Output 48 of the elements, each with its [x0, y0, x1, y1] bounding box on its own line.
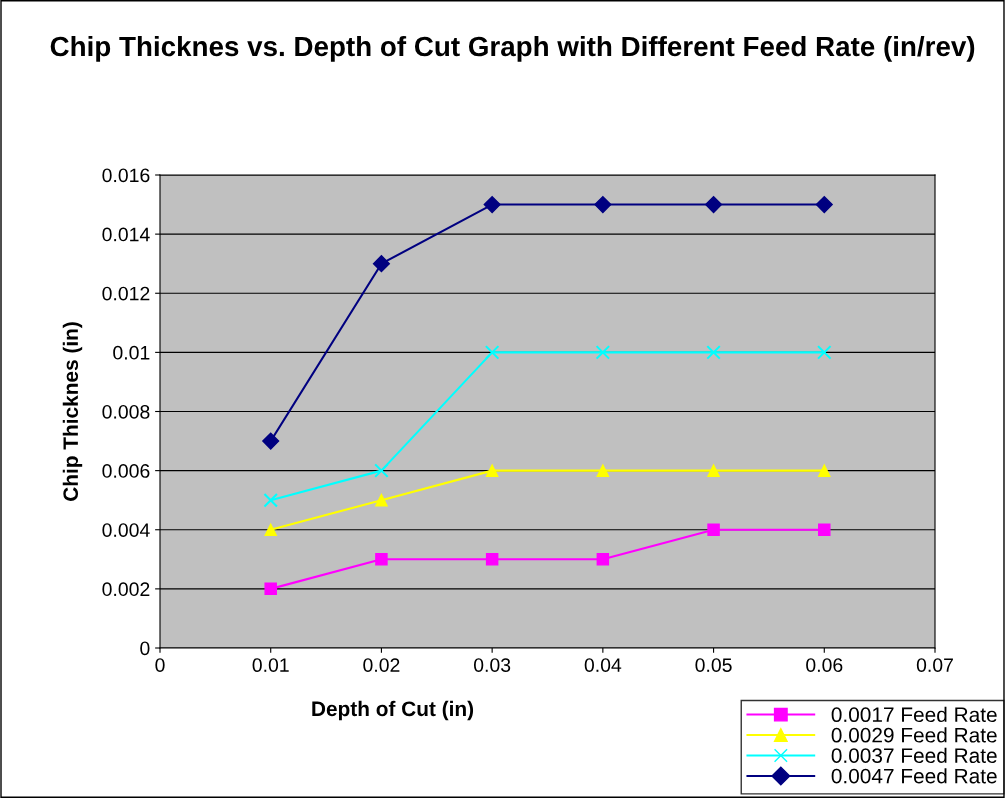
point	[264, 523, 277, 537]
point	[375, 553, 388, 566]
x-tick-label: 0.06	[806, 658, 843, 672]
legend-label: 0.0029 Feed Rate	[831, 727, 997, 743]
chart-title: Chip Thicknes vs. Depth of Cut Graph with Different Feed Rate (in/rev)	[50, 35, 975, 62]
x-tick-label: 0.01	[252, 658, 289, 672]
point	[485, 464, 499, 477]
x-tick-label: 0	[155, 658, 165, 672]
point	[483, 196, 501, 214]
point	[262, 432, 280, 450]
y-axis-title: Chip Thicknes (in)	[62, 322, 83, 501]
y-tick-label: 0.016	[102, 168, 150, 183]
point	[484, 345, 500, 360]
point	[372, 255, 390, 273]
x-tick-label: 0.02	[363, 658, 400, 672]
legend-label: 0.0037 Feed Rate	[831, 747, 997, 763]
point	[485, 553, 499, 566]
point	[596, 464, 610, 477]
x-tick-label: 0.07	[916, 658, 953, 672]
y-tick-label: 0	[140, 641, 150, 656]
point	[817, 345, 832, 360]
x-tick-label: 0.03	[473, 658, 511, 672]
point	[595, 345, 611, 360]
x-axis-title: Depth of Cut (in)	[312, 700, 474, 721]
y-tick-label: 0.01	[113, 345, 150, 360]
x-tick-label: 0.05	[695, 658, 732, 672]
point	[818, 464, 831, 477]
legend-label: 0.0017 Feed Rate	[831, 706, 997, 723]
y-tick-label: 0.008	[102, 404, 150, 419]
point	[264, 582, 277, 596]
y-tick-label: 0.012	[102, 286, 150, 301]
x-tick-label: 0.04	[584, 658, 622, 672]
point	[375, 493, 388, 507]
point	[263, 492, 278, 508]
y-tick-label: 0.002	[102, 582, 150, 597]
point	[818, 523, 831, 537]
point	[707, 464, 720, 477]
point	[594, 196, 612, 214]
point	[705, 196, 723, 214]
point	[706, 345, 721, 360]
point	[374, 463, 389, 478]
point	[707, 523, 720, 537]
point	[815, 196, 833, 214]
y-tick-label: 0.006	[102, 464, 150, 478]
y-tick-label: 0.014	[102, 227, 150, 242]
y-tick-label: 0.004	[102, 523, 150, 537]
point	[596, 553, 610, 566]
legend-label: 0.0047 Feed Rate	[831, 768, 997, 784]
